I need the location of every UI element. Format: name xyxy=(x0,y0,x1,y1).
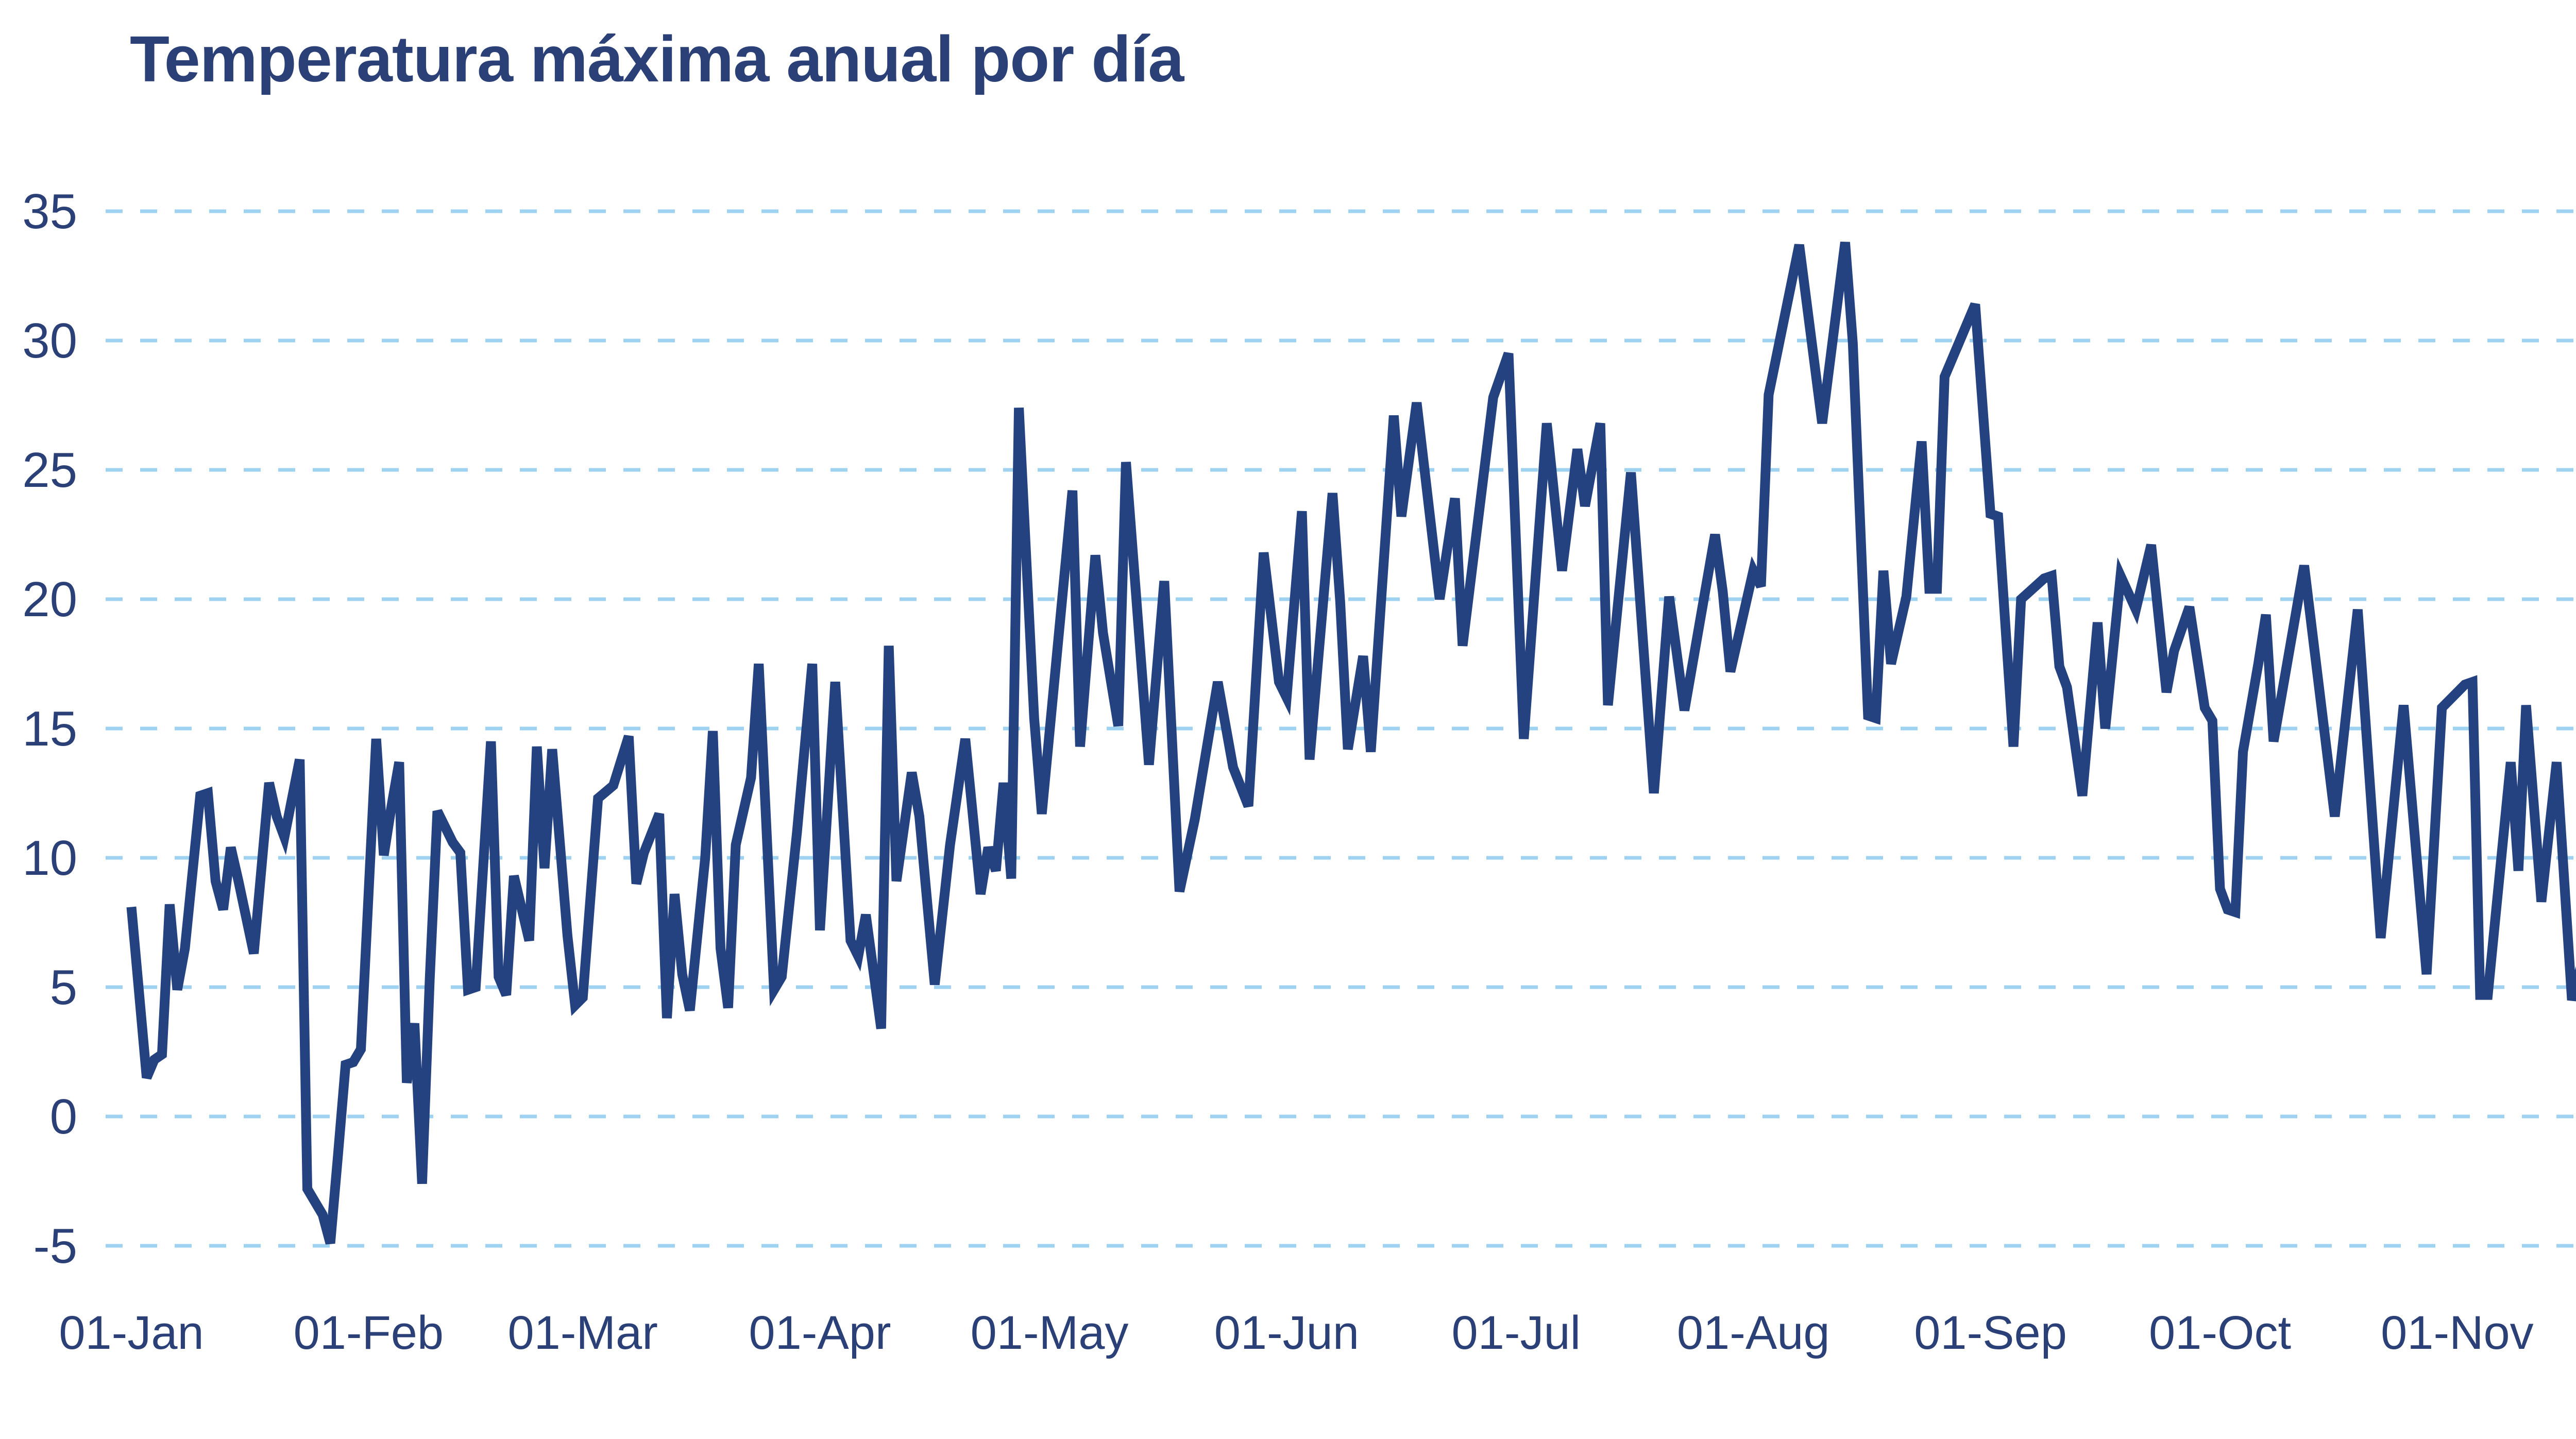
y-axis-tick-labels: 35 30 25 20 15 10 5 0 -5 xyxy=(22,184,77,1274)
chart-title: Temperatura máxima anual por día xyxy=(130,23,1184,95)
temperature-series-line xyxy=(126,242,2576,1245)
x-tick-label: 01-Jan xyxy=(59,1307,204,1359)
x-tick-label: 01-Sep xyxy=(1914,1307,2067,1359)
y-tick-label: -5 xyxy=(33,1218,77,1274)
y-tick-label: 30 xyxy=(22,313,77,368)
x-tick-label: 01-Apr xyxy=(749,1307,891,1359)
x-tick-label: 01-Oct xyxy=(2149,1307,2291,1359)
x-tick-label: 01-Jul xyxy=(1452,1307,1581,1359)
y-tick-label: 25 xyxy=(22,443,77,498)
x-tick-label: 01-Jun xyxy=(1214,1307,1359,1359)
x-axis-tick-labels: 01-Jan 01-Feb 01-Mar 01-Apr 01-May 01-Jun 01-J… xyxy=(59,1307,2534,1359)
y-tick-label: 35 xyxy=(22,184,77,239)
y-tick-label: 20 xyxy=(22,572,77,627)
gridlines xyxy=(106,209,2576,1248)
x-tick-label: 01-Feb xyxy=(294,1307,444,1359)
x-tick-label: 01-Aug xyxy=(1677,1307,1830,1359)
y-tick-label: 0 xyxy=(50,1089,77,1144)
y-tick-label: 10 xyxy=(22,831,77,886)
y-tick-label: 5 xyxy=(50,960,77,1015)
x-tick-label: 01-Nov xyxy=(2381,1307,2534,1359)
x-tick-label: 01-Mar xyxy=(507,1307,657,1359)
x-tick-label: 01-May xyxy=(971,1307,1129,1359)
y-tick-label: 15 xyxy=(22,701,77,756)
